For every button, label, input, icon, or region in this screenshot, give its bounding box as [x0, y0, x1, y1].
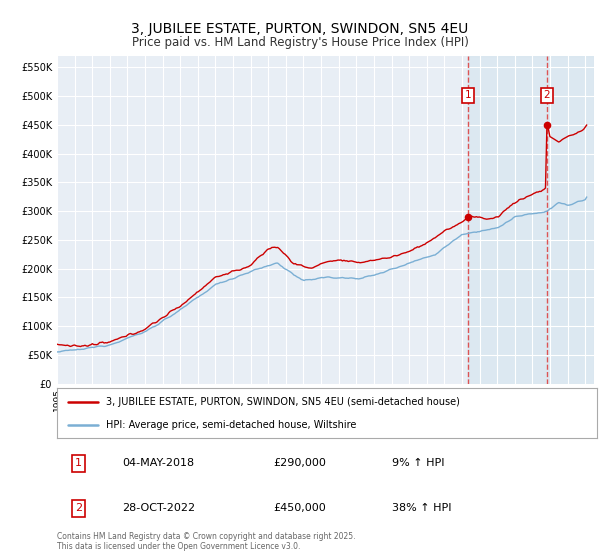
- Text: 2: 2: [75, 503, 82, 514]
- Point: [463, 212, 473, 221]
- Text: Contains HM Land Registry data © Crown copyright and database right 2025.
This d: Contains HM Land Registry data © Crown c…: [57, 532, 355, 552]
- Text: 1: 1: [465, 90, 472, 100]
- Bar: [468, 56, 594, 384]
- Text: 1: 1: [75, 458, 82, 468]
- Text: 38% ↑ HPI: 38% ↑ HPI: [392, 503, 451, 514]
- Text: Price paid vs. HM Land Registry's House Price Index (HPI): Price paid vs. HM Land Registry's House …: [131, 36, 469, 49]
- Text: 04-MAY-2018: 04-MAY-2018: [122, 458, 194, 468]
- Text: 9% ↑ HPI: 9% ↑ HPI: [392, 458, 444, 468]
- Text: HPI: Average price, semi-detached house, Wiltshire: HPI: Average price, semi-detached house,…: [106, 421, 356, 430]
- Text: £290,000: £290,000: [273, 458, 326, 468]
- Point: [542, 120, 552, 129]
- Text: 2: 2: [544, 90, 550, 100]
- Text: 28-OCT-2022: 28-OCT-2022: [122, 503, 195, 514]
- Text: 3, JUBILEE ESTATE, PURTON, SWINDON, SN5 4EU: 3, JUBILEE ESTATE, PURTON, SWINDON, SN5 …: [131, 22, 469, 36]
- Text: 3, JUBILEE ESTATE, PURTON, SWINDON, SN5 4EU (semi-detached house): 3, JUBILEE ESTATE, PURTON, SWINDON, SN5 …: [106, 396, 460, 407]
- Text: £450,000: £450,000: [273, 503, 326, 514]
